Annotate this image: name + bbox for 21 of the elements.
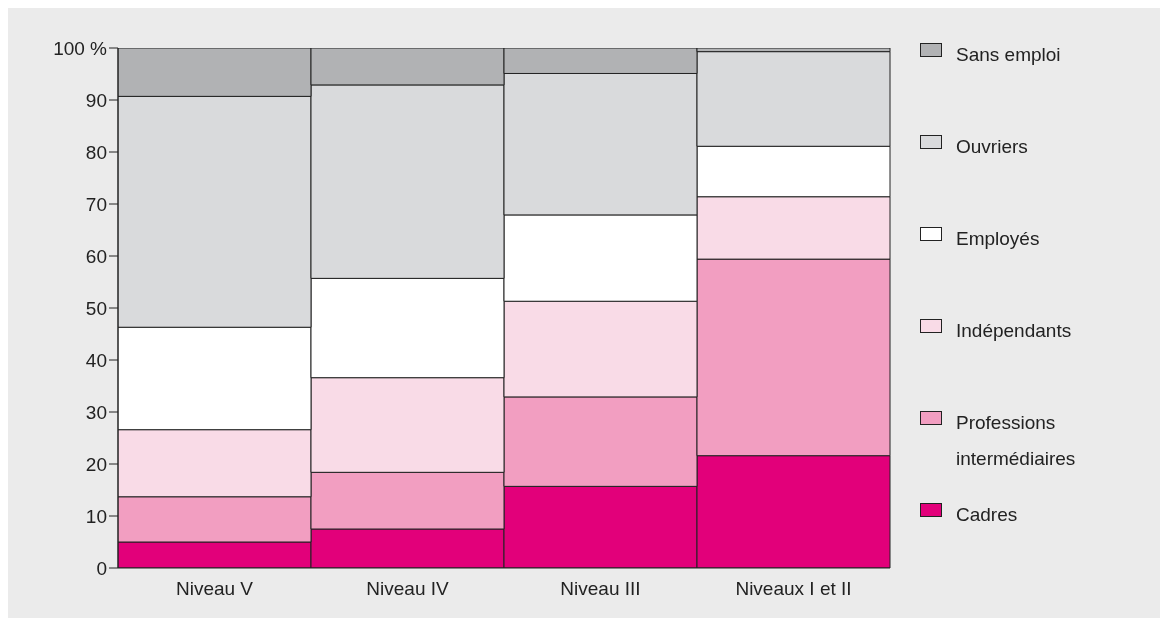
y-tick-label: 90	[85, 89, 107, 111]
y-tick-label: 80	[85, 141, 107, 163]
y-tick-label: 70	[85, 193, 107, 215]
y-tick-label: 60	[85, 245, 107, 267]
legend-label: Cadres	[956, 503, 1018, 527]
legend-label: Indépendants	[956, 319, 1072, 343]
y-tick-label: 0	[96, 557, 107, 579]
x-tick-label: Niveau V	[175, 578, 254, 600]
y-tick-label: 100 %	[53, 37, 108, 59]
y-tick-label: 10	[85, 505, 107, 527]
legend-label: Employés	[956, 227, 1040, 251]
y-tick-label: 40	[85, 349, 107, 371]
x-tick-label: Niveau IV	[366, 578, 450, 600]
x-tick-label: Niveau III	[560, 578, 641, 600]
legend-label: Sans emploi	[956, 43, 1061, 67]
y-tick-label: 30	[85, 401, 107, 423]
legend-label: Ouvriers	[956, 135, 1028, 159]
y-tick-label: 20	[85, 453, 107, 475]
y-tick-label: 50	[85, 297, 107, 319]
x-tick-label: Niveaux I et II	[735, 578, 852, 600]
legend-label: Professions intermédiaires	[956, 411, 1077, 471]
